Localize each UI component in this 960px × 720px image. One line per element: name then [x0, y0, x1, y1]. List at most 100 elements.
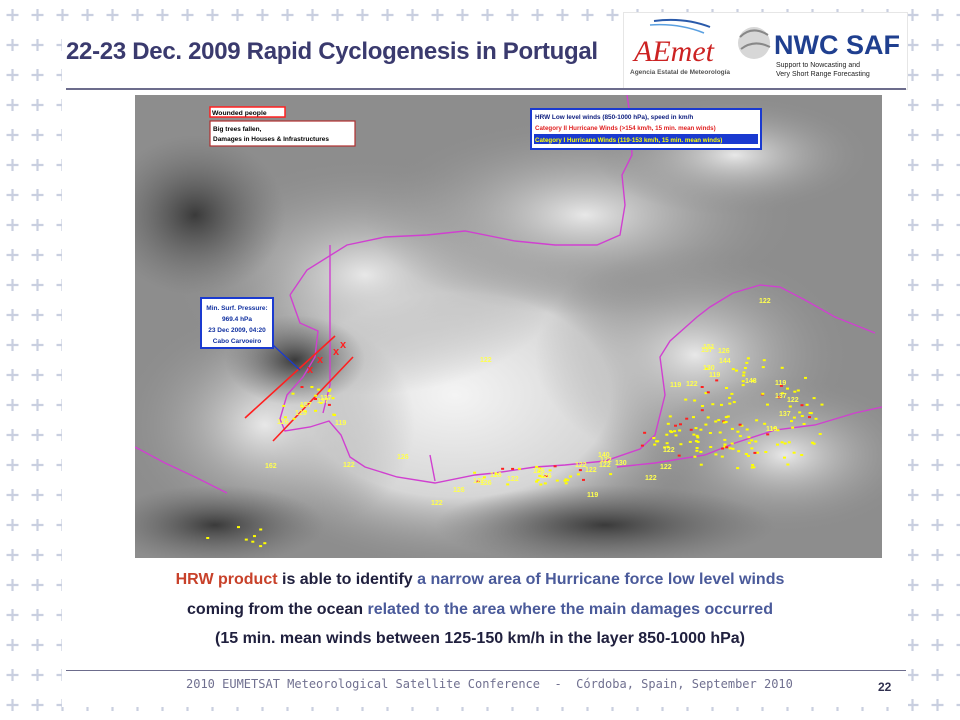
- caption-hrw-product: HRW product: [175, 571, 278, 588]
- hrw-legend: HRW Low level winds (850-1000 hPa), spee…: [530, 108, 762, 150]
- wind-dot: [694, 427, 698, 430]
- wind-dot: [685, 417, 689, 420]
- wind-speed-label: 122: [480, 357, 492, 364]
- wind-dot: [665, 433, 669, 436]
- wind-speed-label: 119: [709, 372, 720, 379]
- wind-dot: [317, 388, 321, 391]
- wind-dot: [790, 420, 793, 423]
- wind-dot: [706, 391, 710, 394]
- wind-dot: [747, 436, 751, 439]
- page-number: 22: [878, 680, 892, 694]
- wind-speed-label: 122: [473, 478, 485, 485]
- wind-dot: [314, 394, 318, 397]
- wind-dot: [666, 422, 670, 425]
- wind-dot: [506, 483, 510, 486]
- wind-dot: [763, 422, 767, 425]
- wind-dot: [689, 428, 693, 431]
- wind-dot: [736, 430, 740, 433]
- wind-dot: [747, 454, 750, 457]
- wind-dot: [764, 451, 768, 453]
- wind-speed-label: 157: [300, 402, 312, 409]
- wind-dot: [283, 416, 287, 419]
- wind-dot: [694, 440, 698, 443]
- wind-dot: [808, 416, 811, 419]
- wind-speed-label: 126: [397, 454, 409, 461]
- wind-dot: [750, 447, 754, 450]
- wind-dot: [792, 416, 796, 419]
- wind-dot: [653, 443, 657, 446]
- wind-dot: [742, 371, 746, 374]
- svg-text:x: x: [333, 346, 340, 358]
- wind-dot: [695, 434, 699, 437]
- wind-dot: [576, 473, 580, 476]
- wind-speed-label: 122: [575, 462, 587, 469]
- wind-speed-label: 122: [660, 464, 672, 471]
- wind-dot: [688, 440, 692, 443]
- wind-dot: [699, 428, 703, 431]
- wind-dot: [708, 432, 712, 434]
- wind-dot: [747, 441, 751, 444]
- wind-speed-label: 144: [719, 358, 731, 365]
- wind-dot: [787, 441, 791, 444]
- caption-line-2: coming from the ocean related to the are…: [90, 601, 870, 619]
- wind-dot: [725, 387, 728, 389]
- wind-dot: [695, 447, 699, 449]
- wind-dot: [714, 420, 718, 423]
- wind-dot: [282, 404, 286, 407]
- wind-dot: [791, 426, 795, 429]
- wind-dot: [244, 538, 248, 541]
- wind-dot: [677, 454, 681, 457]
- wind-dot: [783, 442, 787, 445]
- caption-line-1-middle: is able to identify: [277, 571, 418, 588]
- wind-dot: [718, 431, 722, 434]
- wind-speed-label: 119: [670, 382, 681, 389]
- wind-dot: [673, 430, 677, 433]
- legend-wounded-label: Wounded people: [212, 110, 267, 117]
- wind-dot: [723, 438, 727, 441]
- wind-speed-label: 148: [745, 378, 757, 385]
- wind-dot: [800, 415, 804, 417]
- wind-dot: [818, 433, 822, 435]
- wind-speed-label: 126: [277, 419, 289, 426]
- wind-dot: [753, 451, 757, 454]
- wind-dot: [737, 450, 741, 453]
- wind-dot: [674, 434, 678, 437]
- wind-dot: [761, 392, 765, 395]
- title-divider: [66, 88, 906, 90]
- wind-dot: [643, 431, 647, 434]
- footer-divider: [66, 670, 906, 671]
- wind-dot: [798, 411, 802, 414]
- wind-dot: [714, 453, 718, 456]
- wind-dot: [674, 424, 677, 427]
- wind-dot: [555, 479, 559, 482]
- wind-dot: [762, 359, 766, 362]
- wind-dot: [609, 473, 613, 476]
- aemet-wordmark: AEmet: [632, 35, 715, 68]
- wind-speed-label: 122: [759, 298, 771, 305]
- wind-dot: [746, 357, 750, 360]
- wind-dot: [553, 465, 557, 468]
- wind-dot: [721, 447, 725, 450]
- wind-dot: [786, 463, 790, 466]
- nwc-saf-tagline-1: Support to Nowcasting and: [776, 62, 860, 69]
- wind-speed-label: 122: [787, 397, 799, 404]
- wind-dot: [300, 386, 304, 388]
- wind-dot: [259, 528, 263, 531]
- wind-dot: [652, 437, 656, 439]
- wind-dot: [582, 478, 585, 481]
- wind-dot: [742, 374, 746, 377]
- wind-dot: [735, 369, 738, 372]
- wind-dot: [812, 397, 816, 400]
- wind-dot: [563, 479, 567, 482]
- pressure-location: Cabo Carvoeiro: [213, 338, 261, 345]
- wind-dot: [728, 402, 732, 405]
- wind-dot: [750, 439, 754, 442]
- wind-dot: [761, 366, 765, 369]
- wind-dot: [564, 482, 568, 485]
- wind-dot: [695, 449, 699, 452]
- wind-dot: [511, 467, 515, 470]
- pressure-label: Min. Surf. Pressure:: [206, 305, 267, 312]
- wind-speed-label: 137: [779, 411, 791, 418]
- wind-dot: [731, 447, 735, 450]
